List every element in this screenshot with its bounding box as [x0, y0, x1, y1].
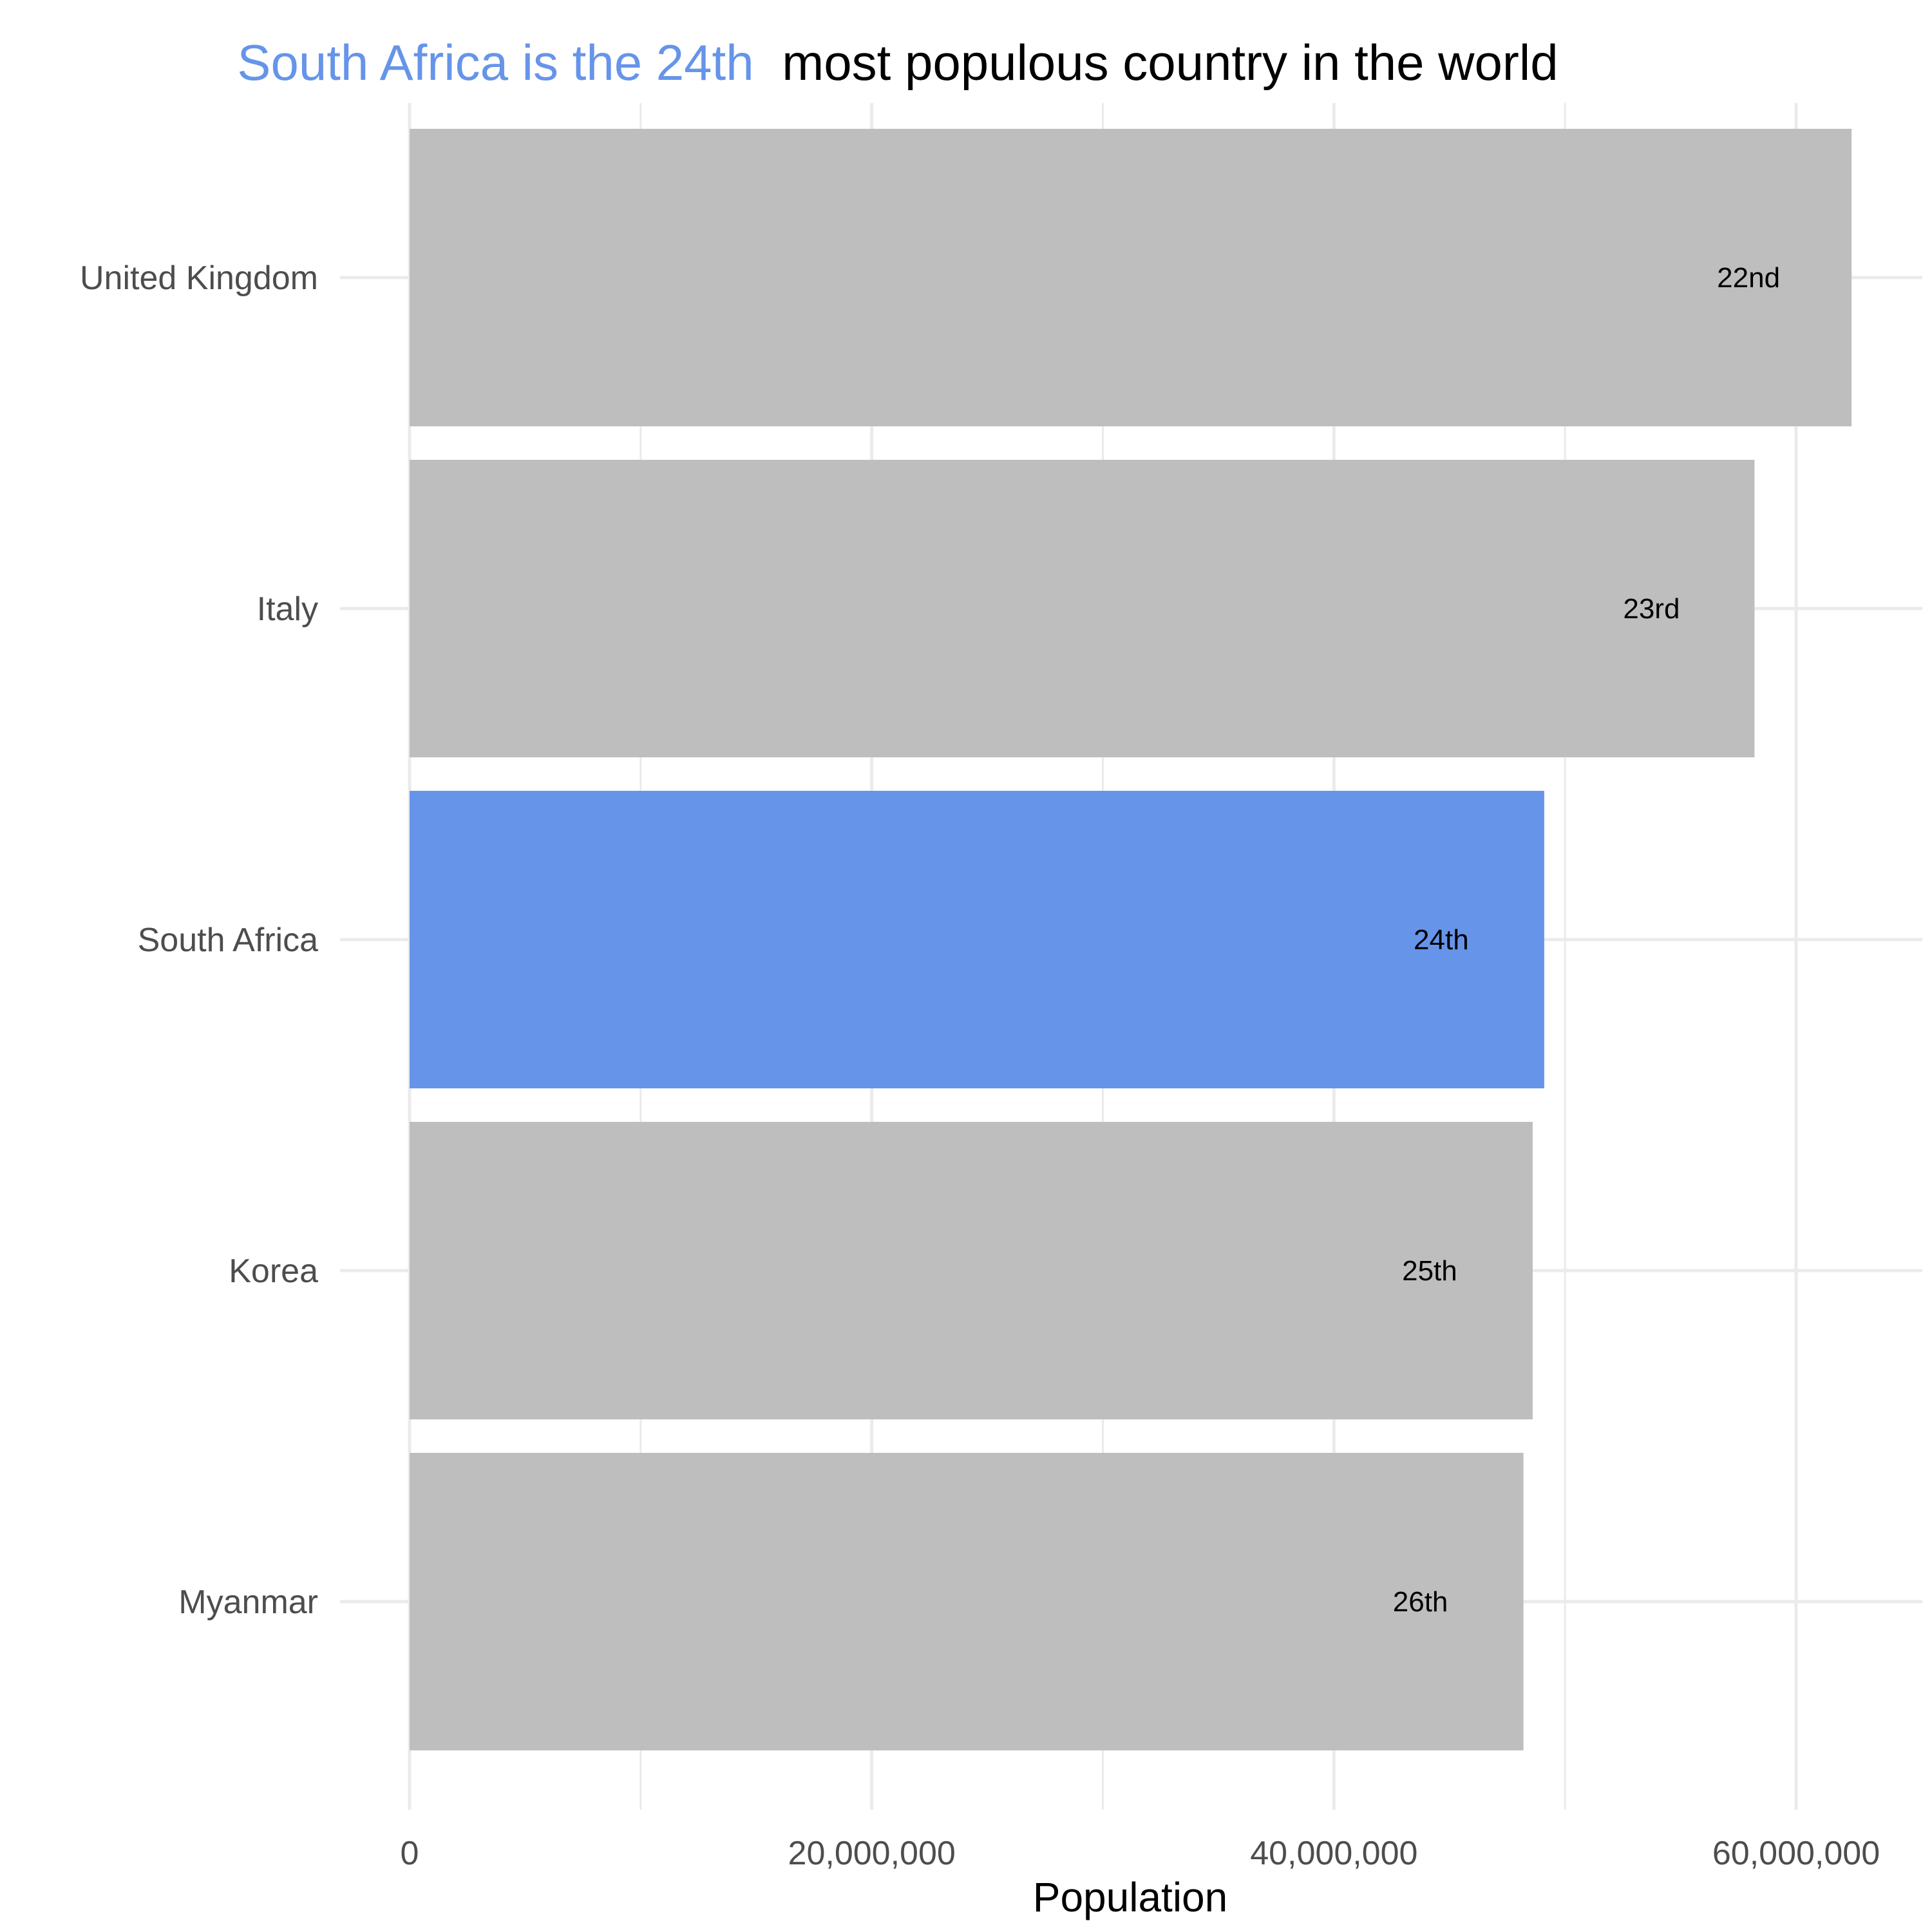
data-label-korea: 25th	[1402, 1255, 1457, 1287]
x-tick-label-0: 0	[401, 1835, 419, 1872]
data-label-south-africa: 24th	[1414, 924, 1469, 956]
bar-south-africa	[410, 791, 1544, 1088]
bar-italy	[410, 460, 1755, 757]
chart-title: South Africa is the 24th most populous c…	[237, 34, 1558, 91]
axis-layer: United Kingdom Italy South Africa Korea Myan…	[80, 260, 1880, 1872]
chart-title-highlight: South Africa is the 24th	[237, 34, 753, 91]
y-tick-label-south-africa: South Africa	[138, 922, 318, 959]
y-tick-label-myanmar: Myanmar	[178, 1584, 318, 1621]
data-label-united-kingdom: 22nd	[1717, 262, 1780, 294]
y-tick-label-italy: Italy	[257, 591, 318, 628]
data-label-italy: 23rd	[1623, 593, 1680, 625]
bar-korea	[410, 1122, 1533, 1419]
x-tick-label-1: 20,000,000	[788, 1835, 956, 1872]
chart-title-rest: most populous country in the world	[782, 34, 1558, 91]
x-tick-label-3: 60,000,000	[1712, 1835, 1880, 1872]
data-label-myanmar: 26th	[1393, 1586, 1448, 1618]
bar-layer	[410, 129, 1852, 1750]
bar-united-kingdom	[410, 129, 1852, 426]
y-tick-label-korea: Korea	[229, 1253, 318, 1290]
y-tick-label-united-kingdom: United Kingdom	[80, 260, 318, 297]
x-axis-title: Population	[1033, 1874, 1227, 1920]
label-layer: 22nd 23rd 24th 25th 26th	[1393, 262, 1780, 1618]
x-tick-label-2: 40,000,000	[1250, 1835, 1417, 1872]
bar-myanmar	[410, 1453, 1524, 1750]
